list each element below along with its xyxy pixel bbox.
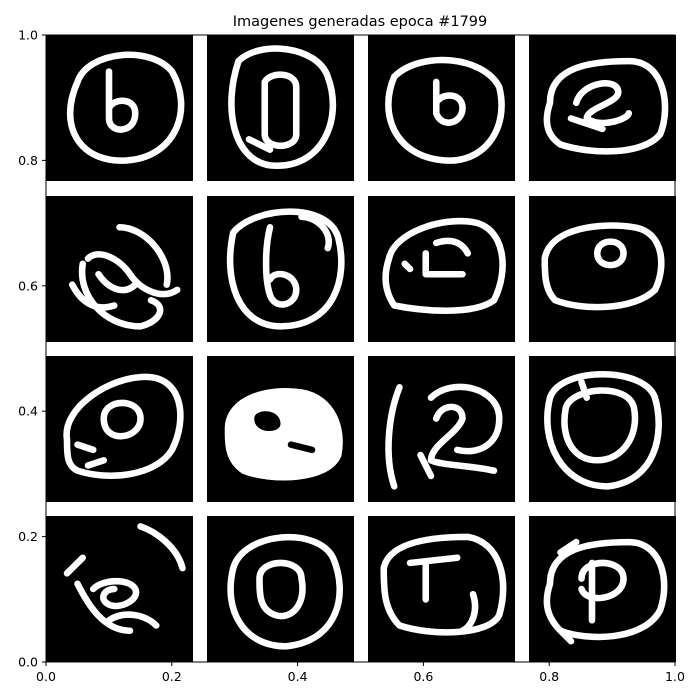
generated-image-tile	[46, 516, 193, 662]
generated-image-tile	[368, 516, 515, 662]
generated-image-tile	[529, 356, 676, 502]
generated-image-tile	[529, 516, 676, 662]
generated-image-tile	[529, 196, 676, 342]
generated-image-tile	[46, 35, 193, 181]
generated-image-tile	[529, 35, 676, 181]
generated-image-tile	[368, 35, 515, 181]
y-tick-label: 0.6	[18, 278, 38, 293]
generated-image-tile	[368, 356, 515, 502]
generated-image-tile	[207, 356, 354, 502]
generated-image-tile	[207, 196, 354, 342]
x-tick-label: 0.6	[413, 669, 433, 684]
plot-frame	[45, 34, 676, 663]
y-tick-label: 0.0	[18, 655, 38, 670]
generated-image-tile	[368, 196, 515, 342]
generated-image-tile	[46, 196, 193, 342]
x-tick-label: 0.0	[36, 669, 56, 684]
x-tick-label: 0.4	[288, 669, 308, 684]
chart-title: Imagenes generadas epoca #1799	[233, 14, 488, 30]
generated-image-tile	[207, 516, 354, 662]
x-tick-label: 0.2	[162, 669, 182, 684]
y-tick-label: 0.8	[18, 153, 38, 168]
y-tick-label: 1.0	[18, 28, 38, 43]
tile-grid	[46, 35, 676, 662]
x-tick-label: 1.0	[665, 669, 685, 684]
axes: 0.0 0.2 0.4 0.6 0.8 1.0 0.0 0.2 0.4 0.6 0.8 1.0	[18, 28, 685, 685]
y-tick-label: 0.2	[18, 529, 38, 544]
x-tick-label: 0.8	[539, 669, 559, 684]
y-tick-label: 0.4	[18, 404, 38, 419]
generated-image-tile	[207, 35, 354, 181]
generated-image-tile	[46, 356, 193, 502]
